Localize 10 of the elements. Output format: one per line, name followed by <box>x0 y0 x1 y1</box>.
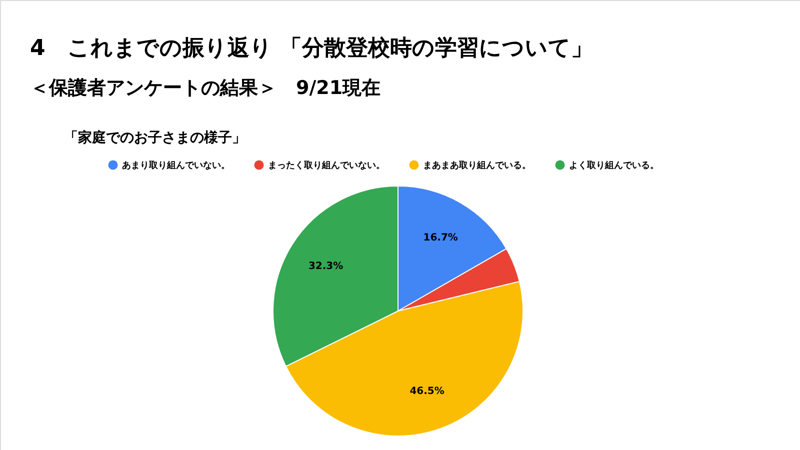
chart-subtitle: ＜保護者アンケートの結果＞ 9/21現在 <box>30 77 381 99</box>
data-label: 32.3% <box>308 261 344 272</box>
legend-label: まあまあ取り組んでいる。 <box>423 160 531 171</box>
legend-label: まったく取り組んでいない。 <box>268 160 385 171</box>
data-label: 46.5% <box>410 386 444 397</box>
text: 「家庭でのお子さまの様子」 <box>64 129 246 146</box>
data-label: 16.7% <box>423 232 458 244</box>
legend-label: あまり取り組んでいない。 <box>122 160 230 171</box>
chart-title: 4 これまでの振り返り 「分散登校時の学習について」 <box>30 36 593 61</box>
legend-label: よく取り組んでいる。 <box>569 160 659 171</box>
